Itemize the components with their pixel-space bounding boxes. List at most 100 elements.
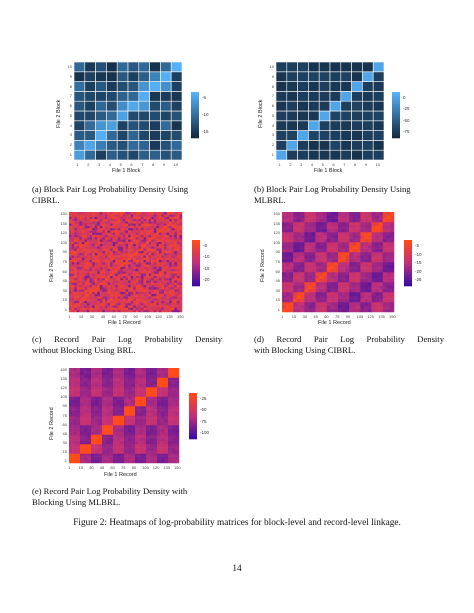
legend-gradient-step — [189, 433, 197, 436]
heatmap-cell — [146, 302, 149, 306]
heatmap-cell — [81, 305, 85, 308]
heatmap-cell — [135, 450, 139, 454]
heatmap-cell — [161, 246, 165, 249]
heatmap-cell — [323, 288, 328, 293]
heatmap-cell — [120, 216, 124, 220]
heatmap-cell — [164, 390, 169, 394]
heatmap-cell — [149, 412, 154, 416]
heatmap-cell — [125, 237, 129, 240]
heatmap-cell — [97, 255, 101, 258]
heatmap-cell — [300, 235, 305, 239]
heatmap-cell — [127, 459, 132, 464]
heatmap-cell — [334, 248, 339, 253]
heatmap-cell — [143, 289, 147, 292]
heatmap-cell — [153, 216, 157, 220]
heatmap-cell — [286, 130, 298, 141]
heatmap-cell — [131, 428, 136, 432]
heatmap-cell — [367, 262, 372, 266]
heatmap-cell — [127, 120, 140, 131]
heatmap-cell — [138, 223, 142, 226]
heatmap-cell — [84, 305, 88, 308]
heatmap-cell — [74, 227, 77, 231]
heatmap-cell — [76, 309, 80, 313]
heatmap-cell — [97, 309, 101, 313]
heatmap-cell — [116, 371, 121, 375]
heatmap-cell — [282, 252, 286, 256]
heatmap-cell — [300, 258, 305, 263]
y-tick-label: 45 — [62, 430, 67, 436]
heatmap-cell — [175, 431, 180, 435]
heatmap-cell — [116, 71, 129, 82]
heatmap-cell — [76, 300, 80, 304]
heatmap-cell — [74, 257, 77, 260]
heatmap-cell — [102, 305, 106, 308]
heatmap-cell — [149, 387, 154, 391]
heatmap-cell — [168, 444, 172, 448]
heatmap-cell — [156, 271, 160, 274]
x-tick-label: 15 — [78, 465, 84, 470]
heatmap-cell — [102, 243, 106, 247]
heatmap-cell — [390, 215, 395, 219]
heatmap-cell — [375, 255, 380, 259]
heatmap-cell — [102, 230, 106, 233]
legend-colorbar-b — [392, 92, 400, 139]
heatmap-cell — [151, 239, 154, 242]
heatmap-b — [275, 61, 385, 161]
heatmap-cell — [125, 302, 129, 306]
heatmap-cell — [386, 295, 391, 299]
heatmap-cell — [330, 298, 335, 303]
heatmap-cell — [174, 268, 178, 272]
heatmap-cell — [122, 214, 126, 217]
heatmap-cell — [110, 232, 113, 235]
heatmap-cell — [115, 214, 119, 217]
heatmap-cell — [176, 230, 180, 233]
heatmap-cell — [171, 415, 176, 419]
heatmap-cell — [169, 293, 172, 297]
heatmap-cell — [390, 275, 395, 279]
heatmap-cell — [379, 212, 384, 216]
heatmap-cell — [130, 232, 134, 235]
heatmap-cell — [352, 252, 357, 256]
heatmap-cell — [330, 262, 335, 266]
heatmap-cell — [315, 228, 320, 233]
heatmap-cell — [308, 100, 320, 112]
heatmap-cell — [138, 61, 150, 73]
heatmap-cell — [308, 302, 313, 306]
heatmap-cell — [341, 225, 346, 229]
heatmap-cell — [349, 252, 354, 256]
heatmap-cell — [99, 223, 103, 226]
heatmap-cell — [113, 374, 117, 378]
heatmap-cell — [83, 399, 88, 404]
heatmap-cell — [166, 262, 170, 265]
heatmap-cell — [371, 268, 376, 273]
heatmap-cell — [97, 227, 101, 231]
heatmap-cell — [97, 225, 101, 229]
heatmap-cell — [143, 300, 147, 304]
heatmap-cell — [72, 390, 77, 394]
heatmap-cell — [128, 271, 131, 274]
heatmap-cell — [95, 130, 107, 141]
heatmap-cell — [131, 371, 136, 375]
heatmap-cell — [323, 258, 328, 263]
heatmap-cell — [133, 284, 137, 288]
heatmap-cell — [81, 250, 85, 254]
heatmap-cell — [308, 212, 313, 216]
heatmap-cell — [171, 289, 175, 292]
heatmap-cell — [71, 241, 75, 245]
heatmap-cell — [160, 61, 172, 73]
heatmap-cell — [94, 289, 98, 292]
heatmap-cell — [142, 396, 147, 400]
heatmap-cell — [390, 285, 395, 289]
heatmap-cell — [115, 257, 119, 260]
heatmap-cell — [86, 216, 90, 220]
heatmap-cell — [176, 287, 180, 290]
heatmap-cell — [125, 257, 129, 260]
heatmap-a — [73, 61, 183, 161]
caption-b: (b) Block Pair Log Probability Density U… — [254, 184, 411, 205]
heatmap-cell — [138, 218, 142, 222]
heatmap-cell — [130, 216, 134, 220]
heatmap-cell — [382, 235, 387, 239]
legend-gradient-step — [191, 114, 199, 117]
heatmap-cell — [174, 273, 178, 276]
heatmap-cell — [175, 447, 180, 451]
